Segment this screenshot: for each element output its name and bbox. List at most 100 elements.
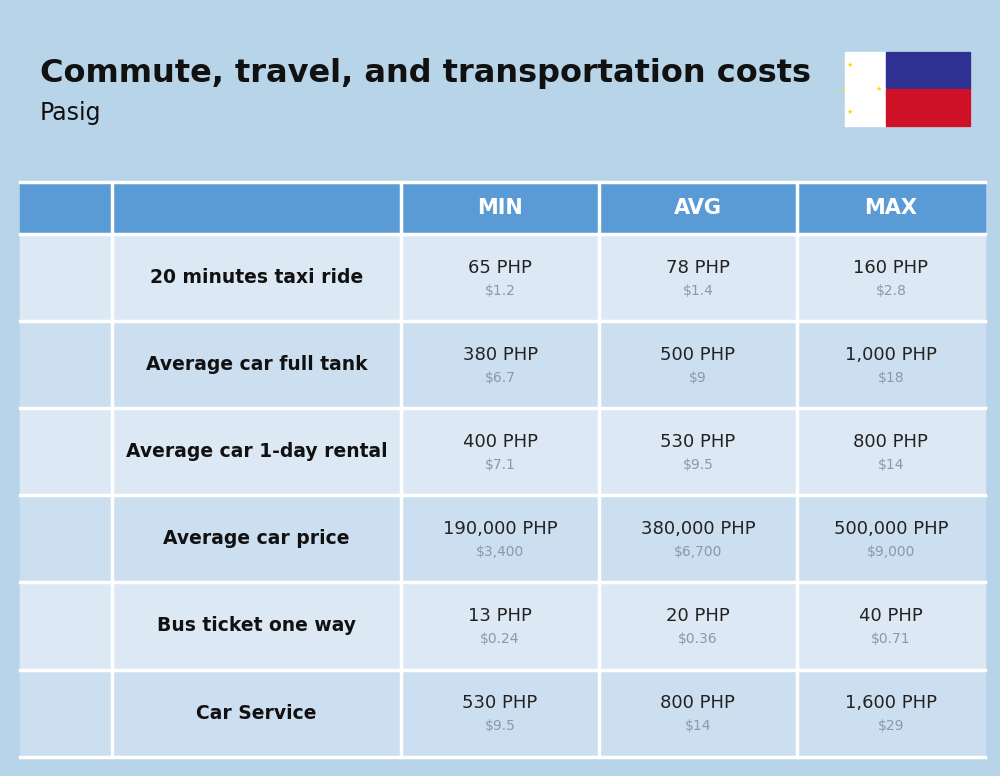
FancyBboxPatch shape — [30, 603, 102, 646]
Text: $2.8: $2.8 — [875, 284, 906, 298]
FancyBboxPatch shape — [88, 634, 97, 640]
Circle shape — [37, 287, 53, 300]
FancyBboxPatch shape — [51, 609, 67, 623]
Text: 800 PHP: 800 PHP — [660, 694, 735, 712]
Text: 800 PHP: 800 PHP — [853, 433, 928, 451]
Circle shape — [40, 643, 47, 648]
Text: ★: ★ — [876, 86, 882, 92]
Text: Commute, travel, and transportation costs: Commute, travel, and transportation cost… — [40, 58, 811, 89]
FancyBboxPatch shape — [66, 528, 85, 541]
FancyBboxPatch shape — [42, 445, 90, 461]
Circle shape — [36, 639, 51, 651]
FancyBboxPatch shape — [45, 528, 64, 541]
Text: Pasig: Pasig — [40, 101, 102, 124]
FancyBboxPatch shape — [66, 449, 85, 459]
Circle shape — [50, 361, 65, 372]
Text: 190,000 PHP: 190,000 PHP — [443, 520, 557, 538]
FancyBboxPatch shape — [40, 524, 92, 543]
Text: 1,000 PHP: 1,000 PHP — [845, 345, 937, 364]
Text: $9.5: $9.5 — [682, 458, 713, 472]
FancyBboxPatch shape — [31, 543, 39, 548]
Circle shape — [37, 465, 52, 477]
Text: $18: $18 — [878, 371, 904, 385]
Text: 13 PHP: 13 PHP — [468, 607, 532, 625]
Circle shape — [82, 698, 88, 702]
Circle shape — [80, 291, 89, 297]
Circle shape — [37, 726, 53, 739]
Text: MIN: MIN — [477, 198, 523, 218]
Text: TAXI: TAXI — [56, 252, 76, 262]
Text: 160 PHP: 160 PHP — [853, 258, 928, 276]
Text: $9,000: $9,000 — [867, 545, 915, 559]
Circle shape — [81, 468, 88, 474]
Text: Car Service: Car Service — [196, 704, 317, 722]
FancyBboxPatch shape — [52, 252, 79, 262]
FancyBboxPatch shape — [43, 346, 72, 359]
Text: 78 PHP: 78 PHP — [666, 258, 730, 276]
Text: 40 PHP: 40 PHP — [859, 607, 923, 625]
FancyBboxPatch shape — [29, 532, 103, 558]
Text: $9.5: $9.5 — [485, 719, 516, 733]
Text: $0.36: $0.36 — [678, 632, 718, 646]
Circle shape — [77, 639, 92, 651]
Circle shape — [32, 688, 47, 700]
Circle shape — [79, 695, 91, 705]
Text: 530 PHP: 530 PHP — [462, 694, 538, 712]
Circle shape — [77, 465, 92, 477]
Text: 500,000 PHP: 500,000 PHP — [834, 520, 948, 538]
Circle shape — [82, 729, 90, 736]
Text: $1.2: $1.2 — [485, 284, 516, 298]
FancyBboxPatch shape — [91, 281, 99, 286]
FancyBboxPatch shape — [31, 451, 100, 473]
Circle shape — [40, 553, 49, 559]
FancyBboxPatch shape — [30, 711, 102, 733]
Text: MAX: MAX — [864, 198, 917, 218]
Text: 65 PHP: 65 PHP — [468, 258, 532, 276]
Text: $14: $14 — [878, 458, 904, 472]
FancyBboxPatch shape — [34, 609, 50, 623]
Text: $1.4: $1.4 — [682, 284, 713, 298]
Text: $29: $29 — [878, 719, 904, 733]
FancyBboxPatch shape — [46, 263, 65, 275]
Text: Average car 1-day rental: Average car 1-day rental — [126, 442, 387, 461]
Text: $14: $14 — [685, 719, 711, 733]
Text: 20 PHP: 20 PHP — [666, 607, 730, 625]
Circle shape — [41, 468, 49, 474]
Text: $0.24: $0.24 — [480, 632, 520, 646]
Text: 400 PHP: 400 PHP — [463, 433, 538, 451]
Circle shape — [41, 291, 49, 297]
Text: 530 PHP: 530 PHP — [660, 433, 736, 451]
FancyBboxPatch shape — [40, 705, 90, 721]
Text: $9: $9 — [689, 371, 707, 385]
Text: $3,400: $3,400 — [476, 545, 524, 559]
Circle shape — [82, 553, 91, 559]
Text: $6,700: $6,700 — [674, 545, 722, 559]
Circle shape — [81, 643, 88, 648]
FancyBboxPatch shape — [34, 385, 81, 392]
Circle shape — [78, 726, 94, 739]
FancyBboxPatch shape — [66, 708, 84, 719]
Circle shape — [45, 434, 53, 441]
FancyBboxPatch shape — [45, 708, 63, 719]
FancyBboxPatch shape — [78, 366, 90, 375]
FancyBboxPatch shape — [67, 609, 83, 623]
Text: ★: ★ — [846, 62, 852, 68]
Text: 380,000 PHP: 380,000 PHP — [641, 520, 755, 538]
Circle shape — [36, 691, 43, 698]
Circle shape — [848, 80, 872, 98]
Text: ★: ★ — [846, 109, 852, 116]
FancyBboxPatch shape — [31, 632, 101, 645]
Circle shape — [41, 729, 49, 736]
Circle shape — [40, 430, 59, 445]
FancyBboxPatch shape — [42, 259, 90, 278]
FancyBboxPatch shape — [46, 449, 65, 459]
FancyBboxPatch shape — [84, 609, 100, 623]
Text: AVG: AVG — [674, 198, 722, 218]
Circle shape — [36, 549, 54, 563]
Text: Bus ticket one way: Bus ticket one way — [157, 616, 356, 636]
Text: 500 PHP: 500 PHP — [660, 345, 735, 364]
FancyBboxPatch shape — [31, 268, 100, 295]
Text: $7.1: $7.1 — [485, 458, 516, 472]
Text: $6.7: $6.7 — [485, 371, 516, 385]
Text: Average car price: Average car price — [163, 529, 350, 549]
